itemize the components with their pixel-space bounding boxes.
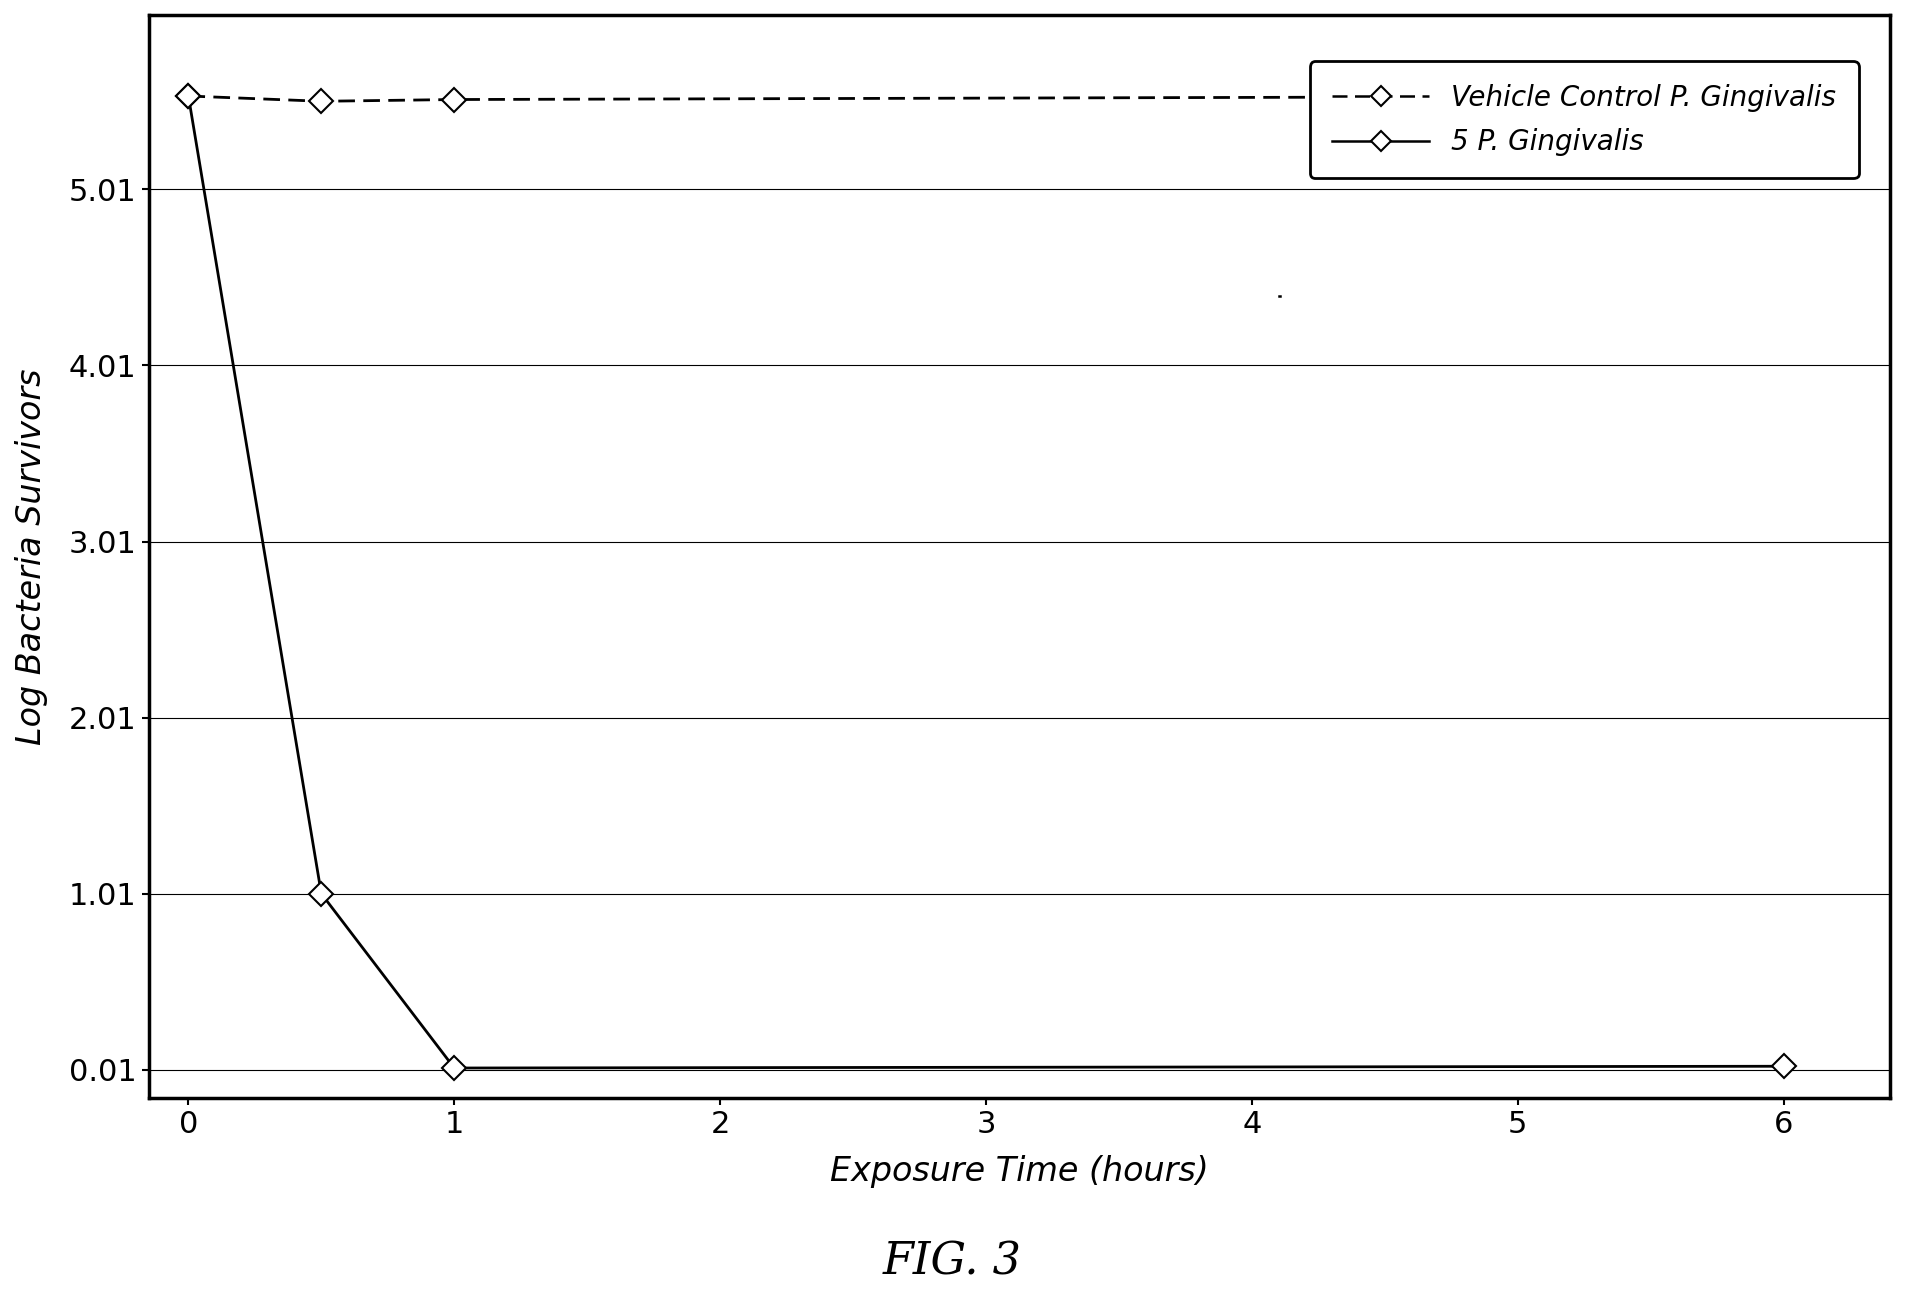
Text: FIG. 3: FIG. 3 — [884, 1240, 1021, 1284]
Y-axis label: Log Bacteria Survivors: Log Bacteria Survivors — [15, 369, 48, 745]
Legend: Vehicle Control P. Gingivalis, 5 P. Gingivalis: Vehicle Control P. Gingivalis, 5 P. Ging… — [1311, 61, 1859, 179]
X-axis label: Exposure Time (hours): Exposure Time (hours) — [831, 1156, 1208, 1188]
